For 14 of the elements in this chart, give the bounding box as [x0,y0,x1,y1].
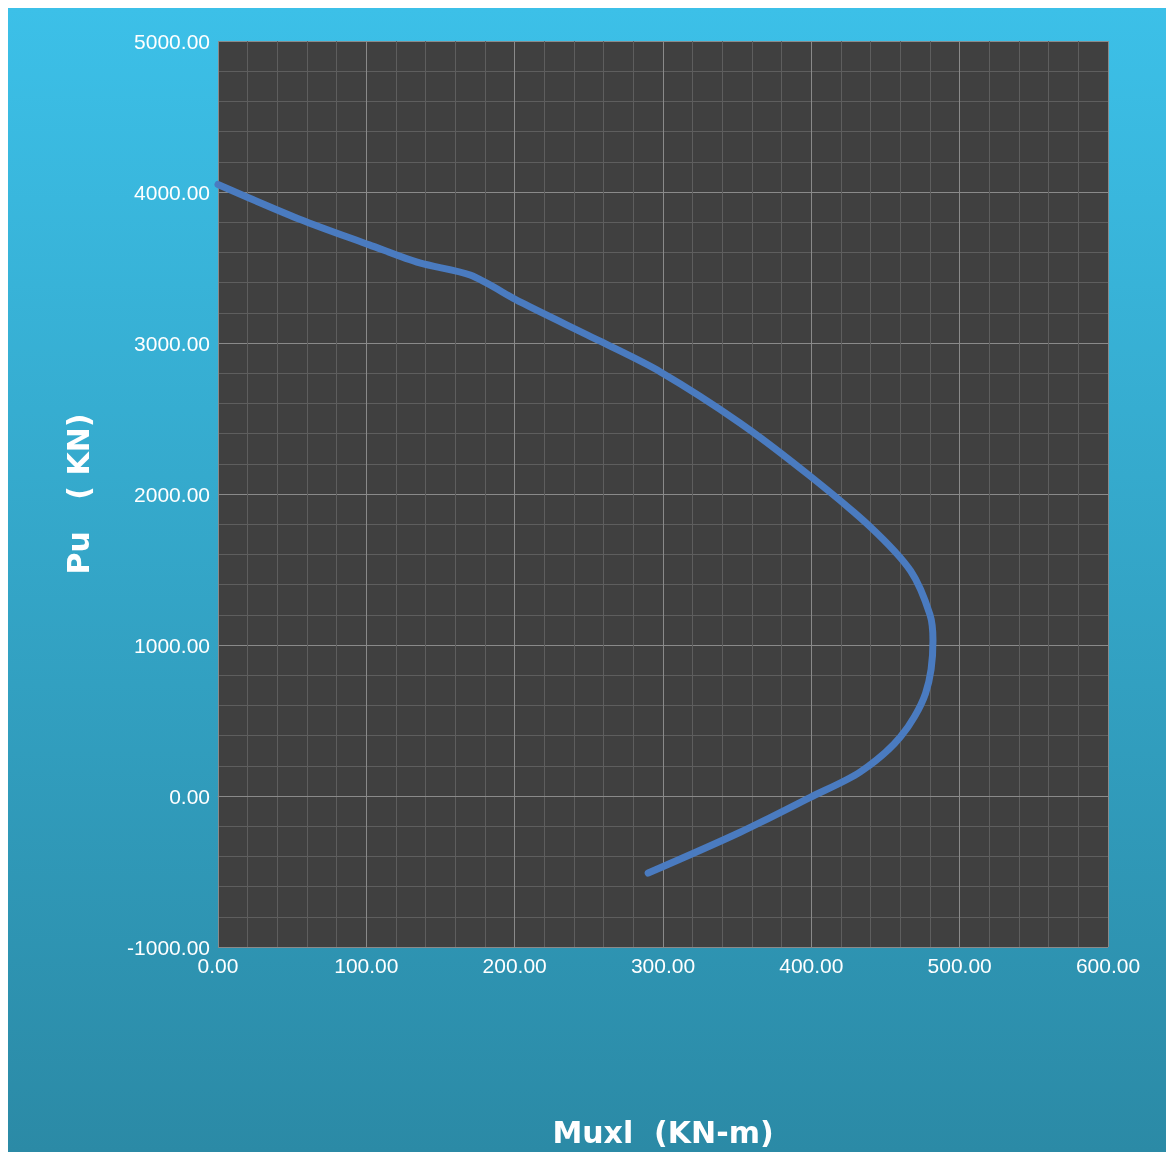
x-tick-label: 500.00 [927,954,992,977]
x-tick-label: 100.00 [334,954,399,977]
x-tick-label: 400.00 [779,954,844,977]
y-axis-title: Pu ( KN) [60,413,96,575]
y-tick-label: 3000.00 [134,331,210,355]
y-tick-label: 2000.00 [134,482,210,506]
x-axis-title: Muxl (KN-m) [552,1114,774,1150]
y-tick-label: 0.00 [169,784,210,808]
x-tick-label: 300.00 [630,954,696,977]
x-tick-label: 600.00 [1075,954,1141,977]
y-tick-label: 5000.00 [134,29,210,53]
x-tick-label: 200.00 [482,954,547,977]
y-tick-label: 1000.00 [134,633,210,657]
y-tick-label: 4000.00 [134,180,210,204]
